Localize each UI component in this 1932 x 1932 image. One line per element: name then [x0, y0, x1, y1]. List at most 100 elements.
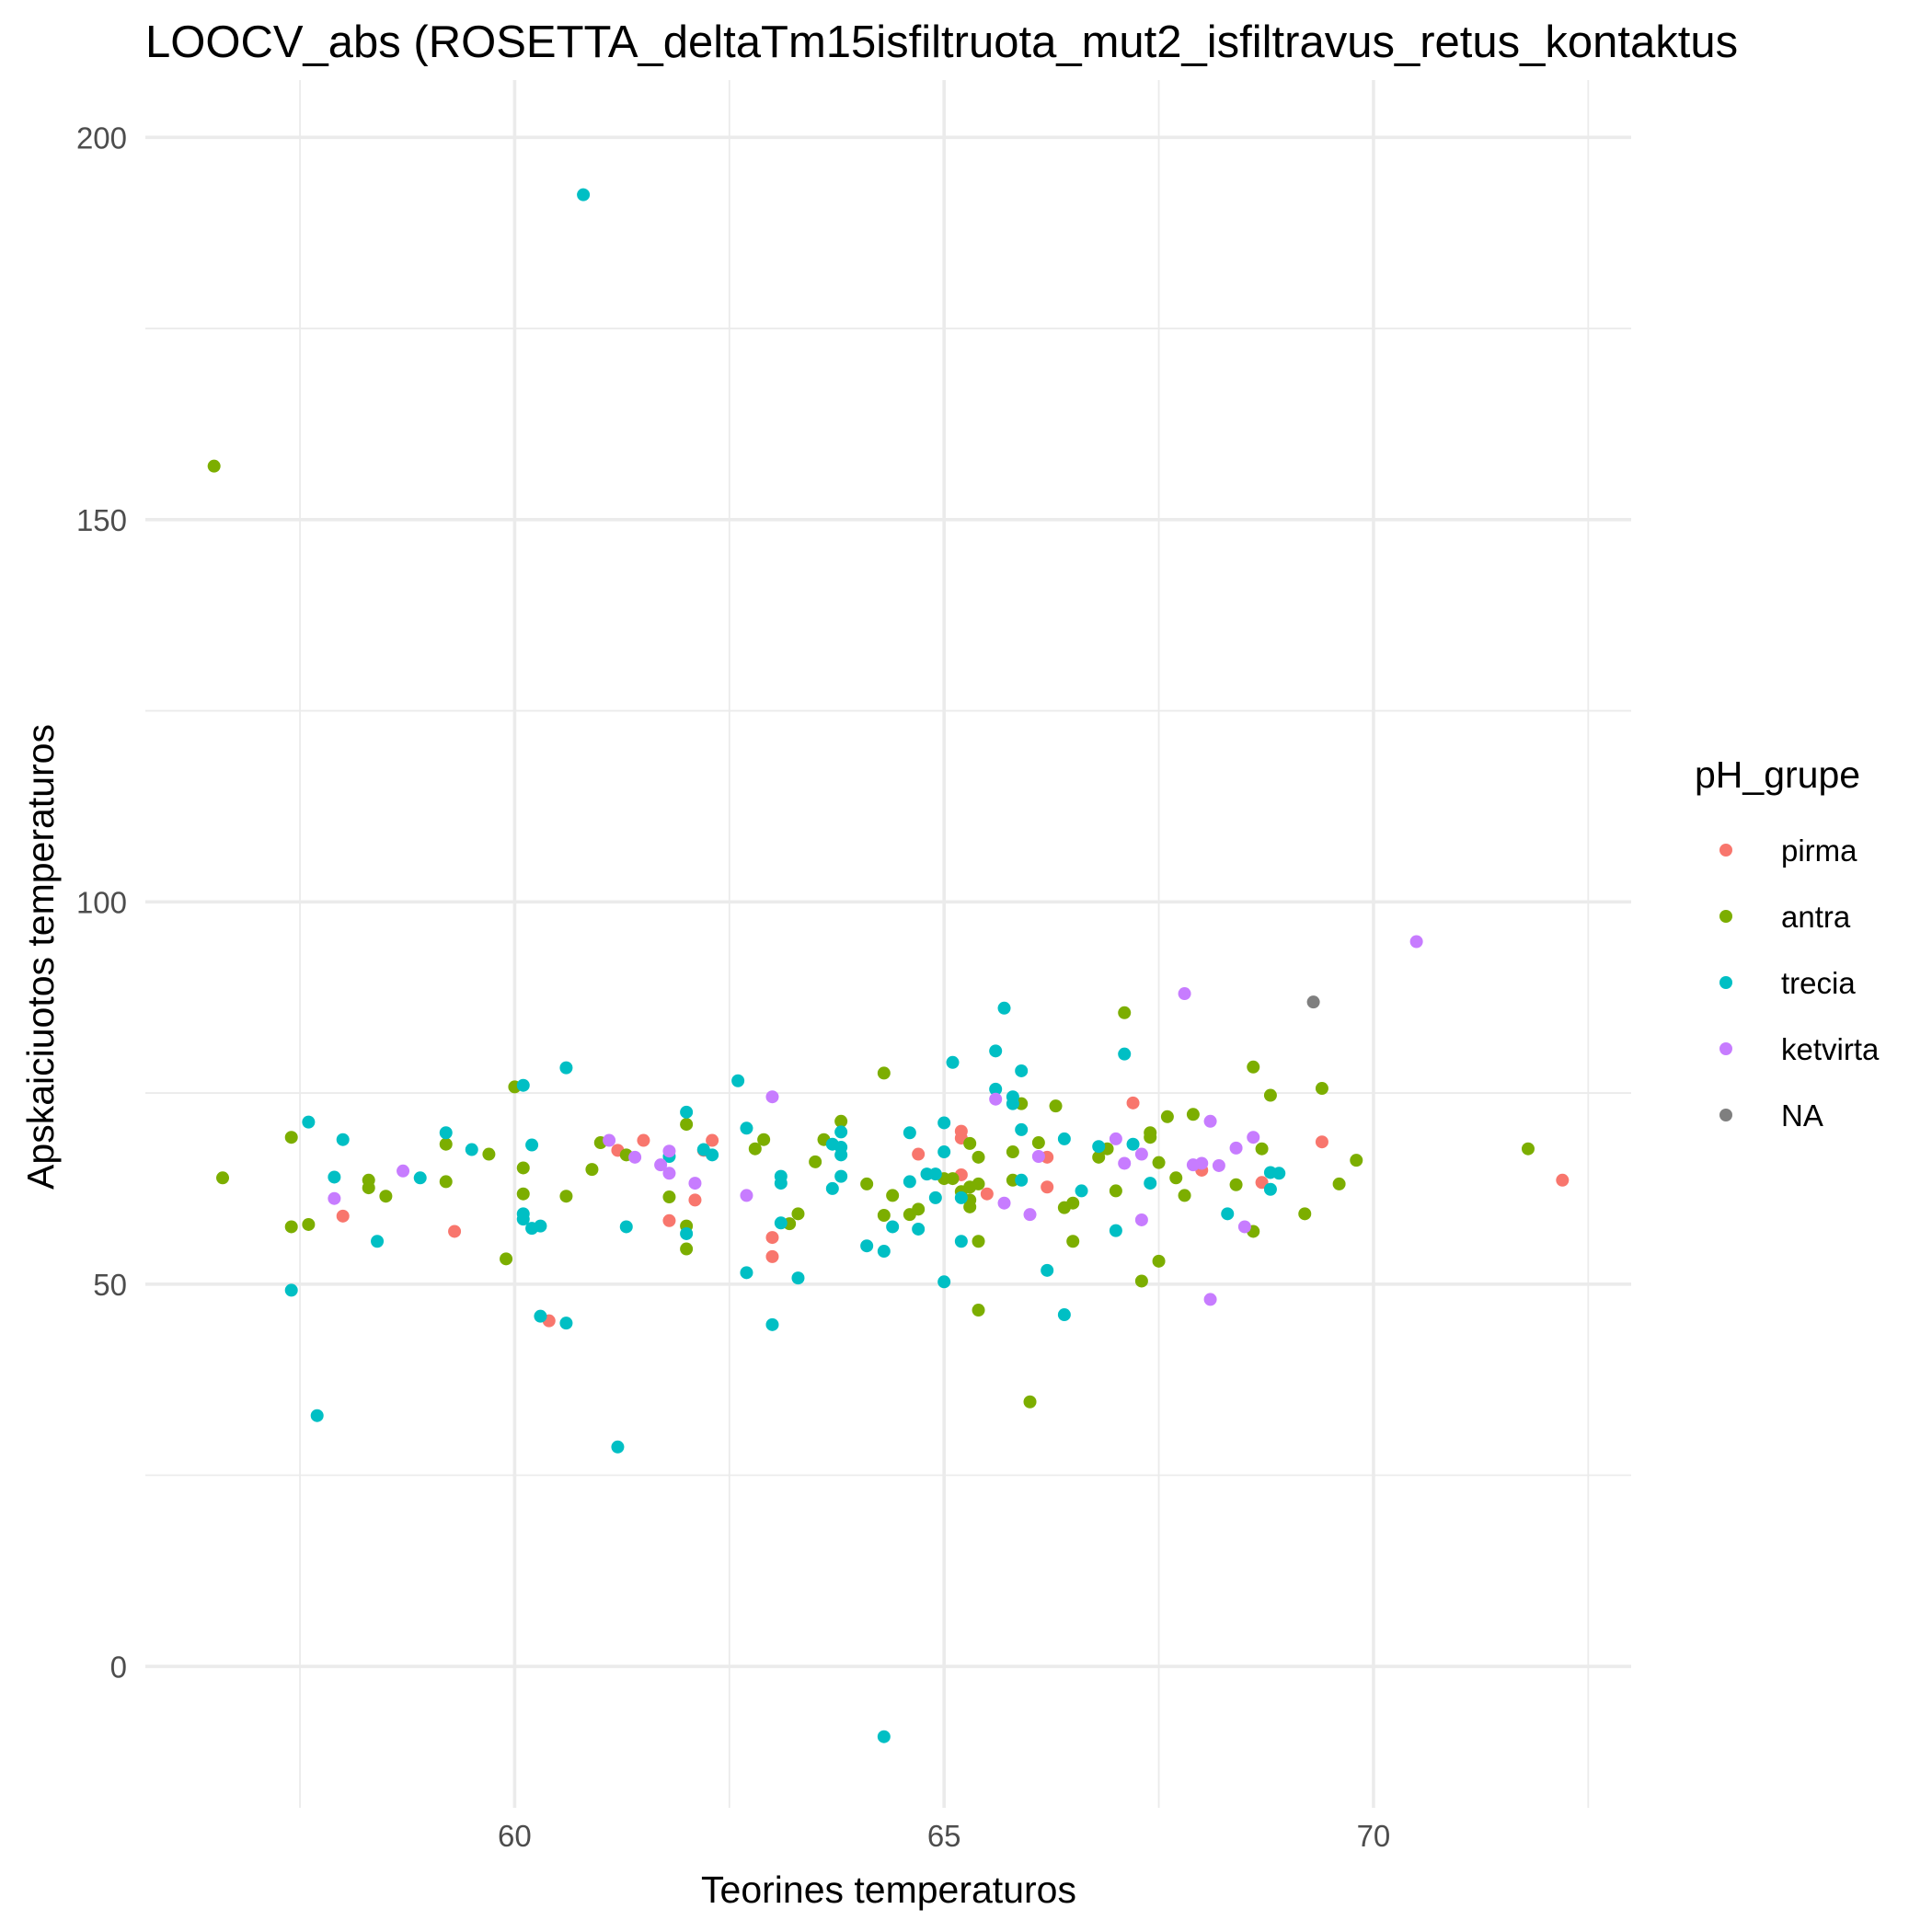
data-point-antra: [516, 1161, 530, 1175]
data-point-trecia: [731, 1074, 745, 1087]
data-point-trecia: [791, 1271, 805, 1285]
data-point-ketvirta: [1409, 935, 1423, 949]
x-tick-label: 60: [498, 1819, 532, 1853]
data-point-pirma: [1041, 1180, 1054, 1194]
chart-title: LOOCV_abs (ROSETTA_deltaTm15isfiltruota_…: [145, 17, 1738, 67]
data-point-antra: [1066, 1235, 1080, 1248]
data-point-trecia: [371, 1235, 385, 1248]
data-point-ketvirta: [997, 1196, 1011, 1210]
data-point-antra: [284, 1220, 298, 1234]
data-point-trecia: [1144, 1177, 1157, 1190]
data-point-antra: [439, 1175, 453, 1189]
data-point-trecia: [706, 1148, 719, 1162]
data-point-trecia: [765, 1317, 779, 1331]
data-point-trecia: [740, 1266, 753, 1280]
data-point-ketvirta: [765, 1090, 779, 1104]
data-point-na: [1306, 995, 1320, 1009]
data-point-trecia: [946, 1055, 960, 1069]
data-point-antra: [886, 1189, 900, 1202]
data-point-pirma: [662, 1213, 676, 1227]
data-point-trecia: [989, 1082, 1003, 1096]
legend: pH_grupe pirma antra trecia ketvirta NA: [1695, 753, 1880, 1133]
data-point-trecia: [928, 1167, 942, 1181]
data-point-antra: [662, 1190, 676, 1204]
y-tick-label: 150: [76, 503, 127, 537]
data-point-trecia: [516, 1213, 530, 1226]
legend-label-pirma: pirma: [1781, 834, 1857, 868]
data-point-trecia: [912, 1222, 926, 1236]
data-point-trecia: [937, 1145, 951, 1159]
data-point-trecia: [611, 1440, 625, 1454]
data-point-antra: [946, 1172, 960, 1186]
legend-label-trecia: trecia: [1781, 966, 1856, 1000]
data-point-pirma: [1255, 1176, 1269, 1190]
legend-label-na: NA: [1781, 1098, 1823, 1133]
axis-tick-labels: 60 65 70 0 50 100 150 200: [76, 121, 1390, 1853]
data-point-antra: [1152, 1156, 1166, 1169]
data-point-ketvirta: [1237, 1220, 1251, 1234]
data-point-antra: [216, 1171, 230, 1185]
legend-key-ketvirta: [1719, 1042, 1732, 1055]
data-point-ketvirta: [740, 1189, 753, 1202]
data-point-trecia: [516, 1078, 530, 1092]
data-point-trecia: [1272, 1167, 1286, 1180]
legend-label-antra: antra: [1781, 900, 1851, 934]
data-point-trecia: [954, 1190, 968, 1204]
data-point-antra: [877, 1066, 891, 1080]
data-point-antra: [379, 1190, 393, 1203]
data-point-pirma: [912, 1147, 926, 1161]
data-point-trecia: [877, 1245, 891, 1259]
data-point-ketvirta: [989, 1092, 1003, 1106]
data-point-antra: [439, 1137, 453, 1151]
legend-key-trecia: [1719, 976, 1732, 989]
data-point-antra: [877, 1208, 891, 1222]
legend-key-antra: [1719, 910, 1732, 923]
data-point-antra: [1229, 1178, 1243, 1191]
data-point-trecia: [937, 1116, 951, 1130]
data-point-pirma: [1315, 1135, 1328, 1149]
y-axis-title: Apskaiciuotos temperaturos: [19, 724, 62, 1190]
data-point-ketvirta: [662, 1144, 676, 1158]
data-point-antra: [1169, 1171, 1183, 1185]
data-point-antra: [302, 1217, 316, 1231]
data-point-antra: [972, 1235, 985, 1248]
data-point-trecia: [1109, 1224, 1122, 1237]
x-axis-title: Teorines temperaturos: [701, 1869, 1076, 1911]
data-point-trecia: [1057, 1308, 1071, 1322]
data-point-antra: [1521, 1142, 1535, 1156]
data-point-ketvirta: [1178, 987, 1191, 1001]
data-point-trecia: [834, 1148, 848, 1162]
data-point-antra: [912, 1202, 926, 1216]
data-point-antra: [972, 1177, 985, 1190]
grid-lines: [145, 80, 1631, 1808]
y-tick-label: 0: [110, 1650, 127, 1684]
data-point-trecia: [903, 1175, 916, 1189]
data-point-antra: [1332, 1177, 1346, 1190]
data-point-antra: [1066, 1196, 1080, 1210]
data-point-antra: [1255, 1142, 1269, 1156]
data-point-antra: [1178, 1189, 1191, 1202]
data-point-antra: [748, 1142, 762, 1156]
data-point-antra: [680, 1118, 694, 1132]
data-point-antra: [1350, 1154, 1363, 1167]
data-point-pirma: [688, 1193, 702, 1207]
data-point-trecia: [559, 1317, 573, 1330]
data-point-pirma: [980, 1187, 994, 1201]
legend-key-pirma: [1719, 844, 1732, 857]
data-point-trecia: [534, 1219, 547, 1233]
data-point-trecia: [886, 1220, 900, 1234]
data-point-antra: [1049, 1099, 1063, 1113]
data-point-ketvirta: [397, 1164, 410, 1178]
data-point-antra: [1144, 1126, 1157, 1140]
data-point-trecia: [1015, 1173, 1029, 1187]
data-point-trecia: [680, 1105, 694, 1119]
data-point-trecia: [439, 1126, 453, 1140]
data-point-trecia: [774, 1177, 788, 1190]
data-point-pirma: [706, 1133, 719, 1147]
data-point-ketvirta: [654, 1158, 668, 1172]
data-point-antra: [860, 1177, 874, 1190]
data-point-antra: [500, 1252, 513, 1266]
data-point-trecia: [680, 1226, 694, 1240]
data-point-antra: [1109, 1184, 1122, 1198]
data-point-trecia: [1263, 1182, 1277, 1196]
